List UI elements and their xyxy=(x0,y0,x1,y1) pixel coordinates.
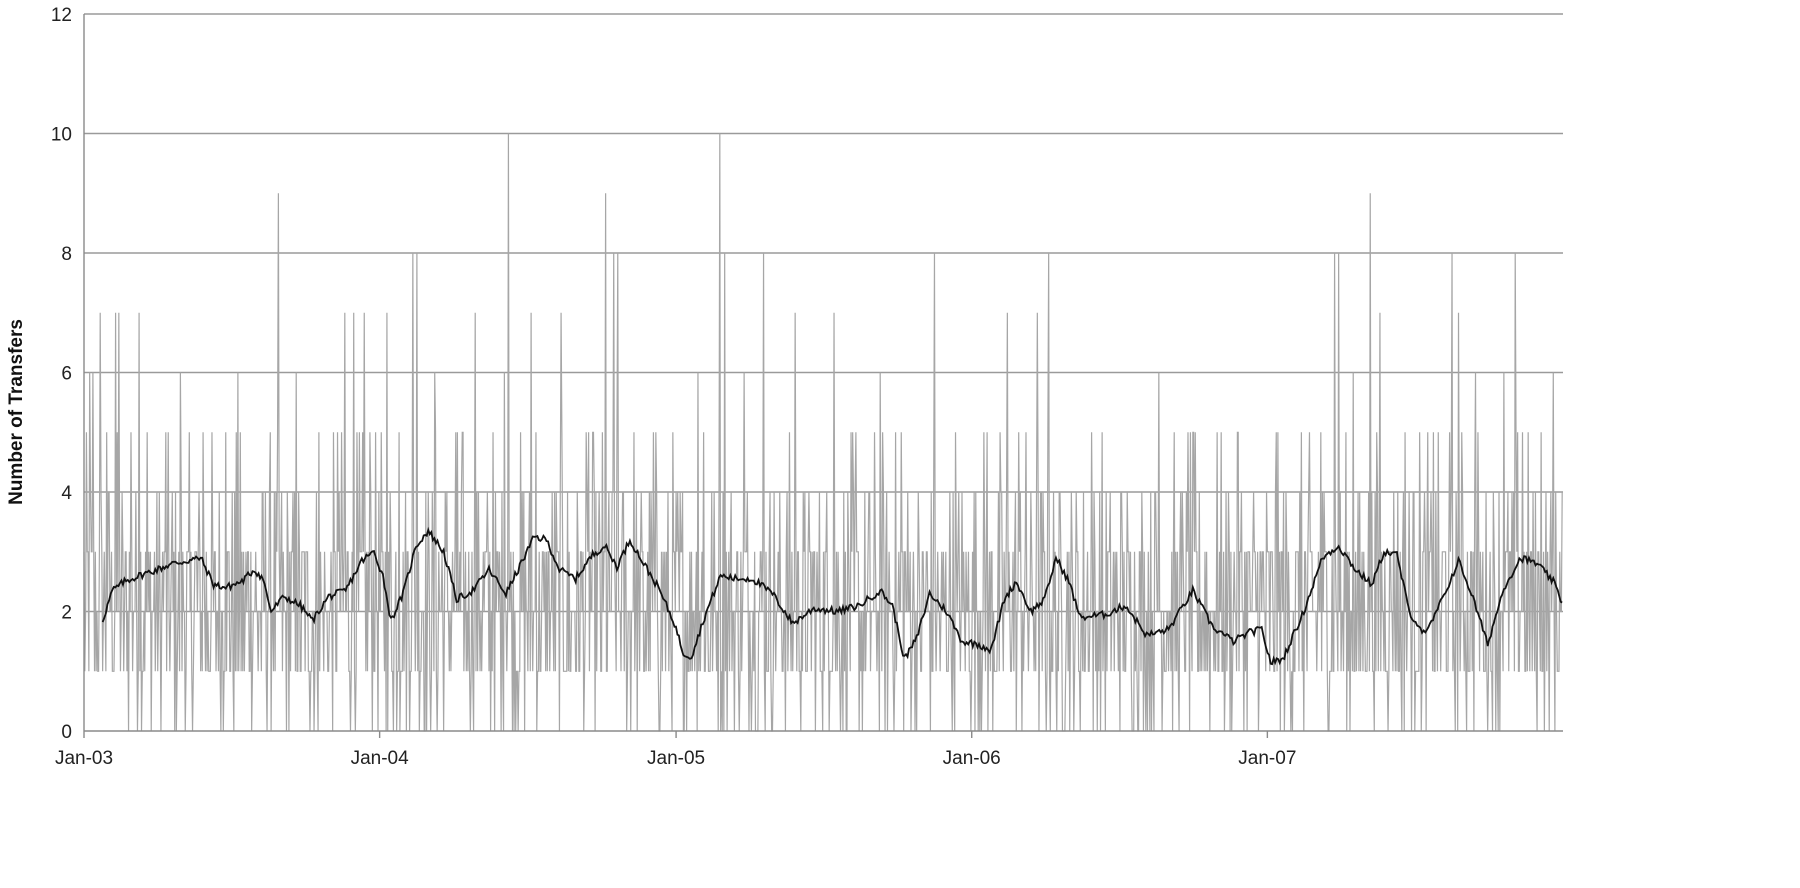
y-tick-label: 8 xyxy=(61,244,72,265)
y-tick-label: 10 xyxy=(51,125,72,146)
moving-average-line xyxy=(101,526,1563,666)
y-tick-label: 0 xyxy=(61,722,72,743)
gridlines xyxy=(84,13,1563,613)
tick-labels: 0 2 4 6 8 10 12 Jan-03 Jan-04 Jan-05 Jan-06 Jan-07 xyxy=(51,5,1297,769)
x-tick-label: Jan-04 xyxy=(351,748,410,769)
daily-transfers-line xyxy=(83,133,1563,732)
y-axis-title: Number of Transfers xyxy=(6,319,27,505)
x-tick-label: Jan-06 xyxy=(943,748,1001,769)
series-layer xyxy=(83,133,1563,732)
y-tick-label: 4 xyxy=(61,483,72,504)
y-tick-label: 12 xyxy=(51,5,72,26)
y-tick-label: 2 xyxy=(61,603,72,624)
x-tick-label: Jan-07 xyxy=(1238,748,1296,769)
axes xyxy=(83,14,1563,738)
x-tick-label: Jan-03 xyxy=(55,748,113,769)
x-tick-label: Jan-05 xyxy=(647,748,705,769)
y-tick-label: 6 xyxy=(61,364,72,385)
